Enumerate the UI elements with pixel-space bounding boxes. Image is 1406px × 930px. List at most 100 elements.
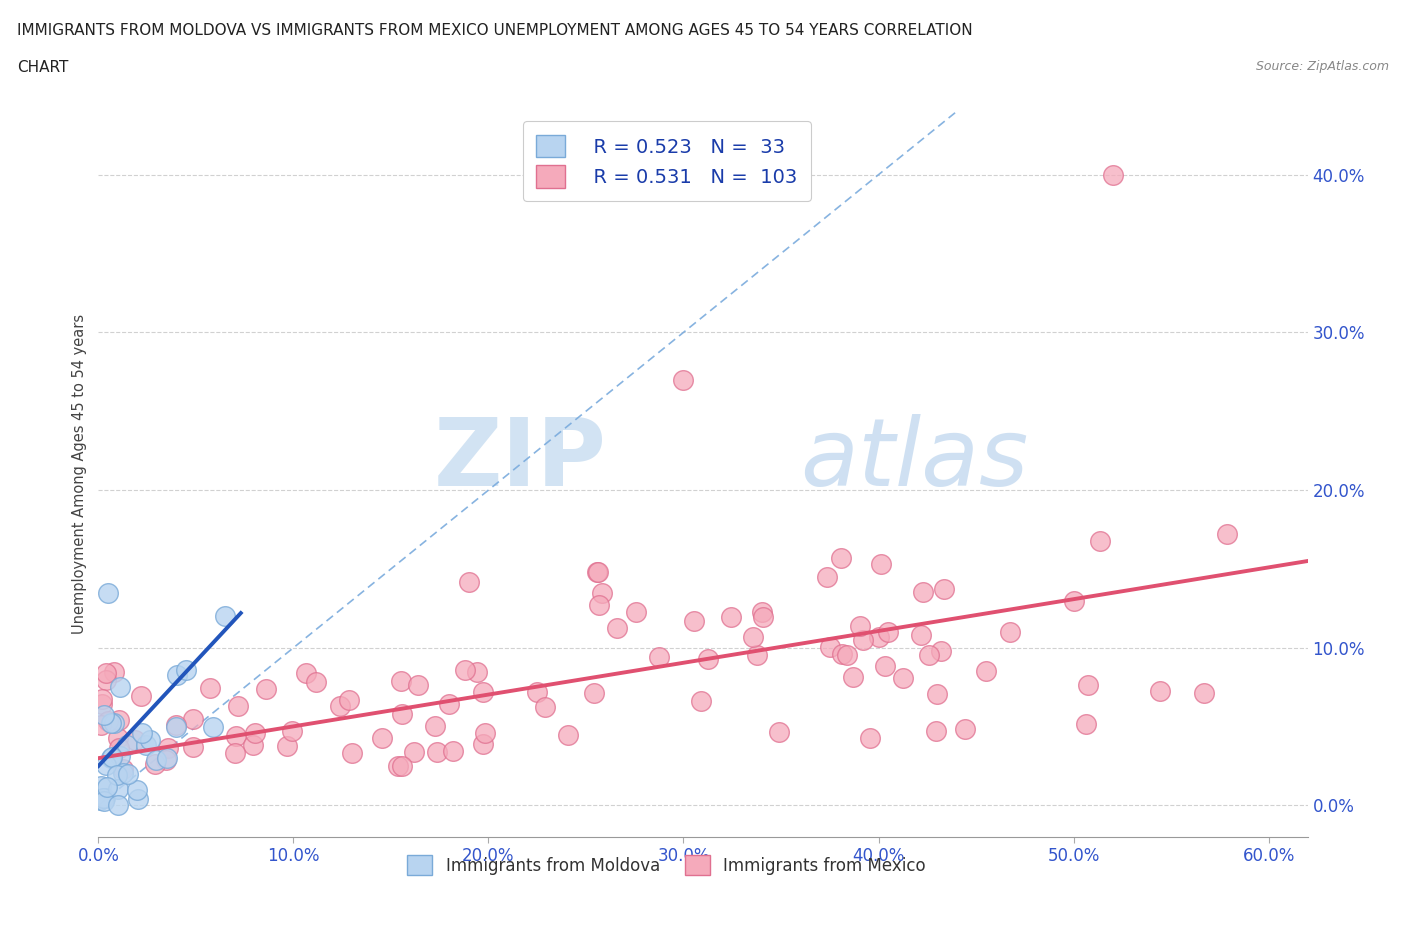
Point <box>467 665 489 680</box>
Point <box>406 677 429 692</box>
Point <box>648 649 671 664</box>
Point <box>107 731 129 746</box>
Point <box>1101 167 1123 182</box>
Point <box>166 668 188 683</box>
Point <box>100 715 122 730</box>
Point <box>108 680 131 695</box>
Point <box>557 728 579 743</box>
Point <box>720 609 742 624</box>
Point <box>135 737 157 752</box>
Point <box>131 726 153 741</box>
Point <box>953 722 976 737</box>
Point <box>588 598 610 613</box>
Point <box>1063 593 1085 608</box>
Point <box>91 697 114 711</box>
Point <box>127 791 149 806</box>
Point <box>115 737 138 752</box>
Point <box>751 610 773 625</box>
Text: IMMIGRANTS FROM MOLDOVA VS IMMIGRANTS FROM MEXICO UNEMPLOYMENT AMONG AGES 45 TO : IMMIGRANTS FROM MOLDOVA VS IMMIGRANTS FR… <box>17 23 973 38</box>
Point <box>276 738 298 753</box>
Point <box>454 663 477 678</box>
Point <box>830 551 852 565</box>
Point <box>672 372 695 387</box>
Point <box>91 791 114 806</box>
Text: Source: ZipAtlas.com: Source: ZipAtlas.com <box>1256 60 1389 73</box>
Point <box>586 565 609 579</box>
Point <box>891 671 914 685</box>
Point <box>391 759 413 774</box>
Point <box>371 731 394 746</box>
Point <box>156 740 179 755</box>
Point <box>877 625 900 640</box>
Point <box>165 719 187 734</box>
Point <box>181 740 204 755</box>
Point <box>107 741 129 756</box>
Point <box>1149 684 1171 698</box>
Text: atlas: atlas <box>800 414 1028 505</box>
Point <box>423 719 446 734</box>
Point <box>138 732 160 747</box>
Point <box>103 665 125 680</box>
Point <box>145 752 167 767</box>
Point <box>471 684 494 699</box>
Point <box>910 628 932 643</box>
Point <box>848 618 870 633</box>
Point <box>582 685 605 700</box>
Point <box>281 724 304 738</box>
Point <box>458 574 481 589</box>
Point <box>117 766 139 781</box>
Point <box>389 673 412 688</box>
Point <box>1074 717 1097 732</box>
Point <box>124 733 146 748</box>
Point <box>214 609 236 624</box>
Point <box>534 699 557 714</box>
Point <box>1000 624 1022 639</box>
Point <box>742 629 765 644</box>
Point <box>198 681 221 696</box>
Point <box>100 751 122 765</box>
Point <box>93 790 115 805</box>
Point <box>526 684 548 699</box>
Point <box>751 604 773 619</box>
Point <box>339 692 361 707</box>
Point <box>831 646 853 661</box>
Point <box>156 751 179 765</box>
Point <box>225 728 247 743</box>
Point <box>107 781 129 796</box>
Point <box>474 725 496 740</box>
Point <box>129 688 152 703</box>
Point <box>932 581 955 596</box>
Point <box>1088 534 1111 549</box>
Point <box>441 744 464 759</box>
Point <box>1077 677 1099 692</box>
Point <box>391 707 413 722</box>
Point <box>176 663 198 678</box>
Point <box>93 707 115 722</box>
Point <box>912 584 935 599</box>
Point <box>245 725 267 740</box>
Point <box>89 792 111 807</box>
Point <box>127 782 149 797</box>
Point <box>111 762 134 777</box>
Point <box>94 665 117 680</box>
Point <box>426 744 449 759</box>
Point <box>103 715 125 730</box>
Point <box>918 647 941 662</box>
Point <box>1194 685 1216 700</box>
Point <box>606 620 628 635</box>
Point <box>929 644 952 658</box>
Point <box>768 724 790 739</box>
Point <box>437 697 460 711</box>
Point <box>242 737 264 752</box>
Point <box>201 720 224 735</box>
Point <box>107 768 129 783</box>
Point <box>101 749 124 764</box>
Point <box>925 724 948 738</box>
Point <box>402 744 425 759</box>
Point <box>96 779 118 794</box>
Point <box>624 604 647 619</box>
Point <box>183 711 205 726</box>
Point <box>107 798 129 813</box>
Point <box>96 758 118 773</box>
Point <box>859 730 882 745</box>
